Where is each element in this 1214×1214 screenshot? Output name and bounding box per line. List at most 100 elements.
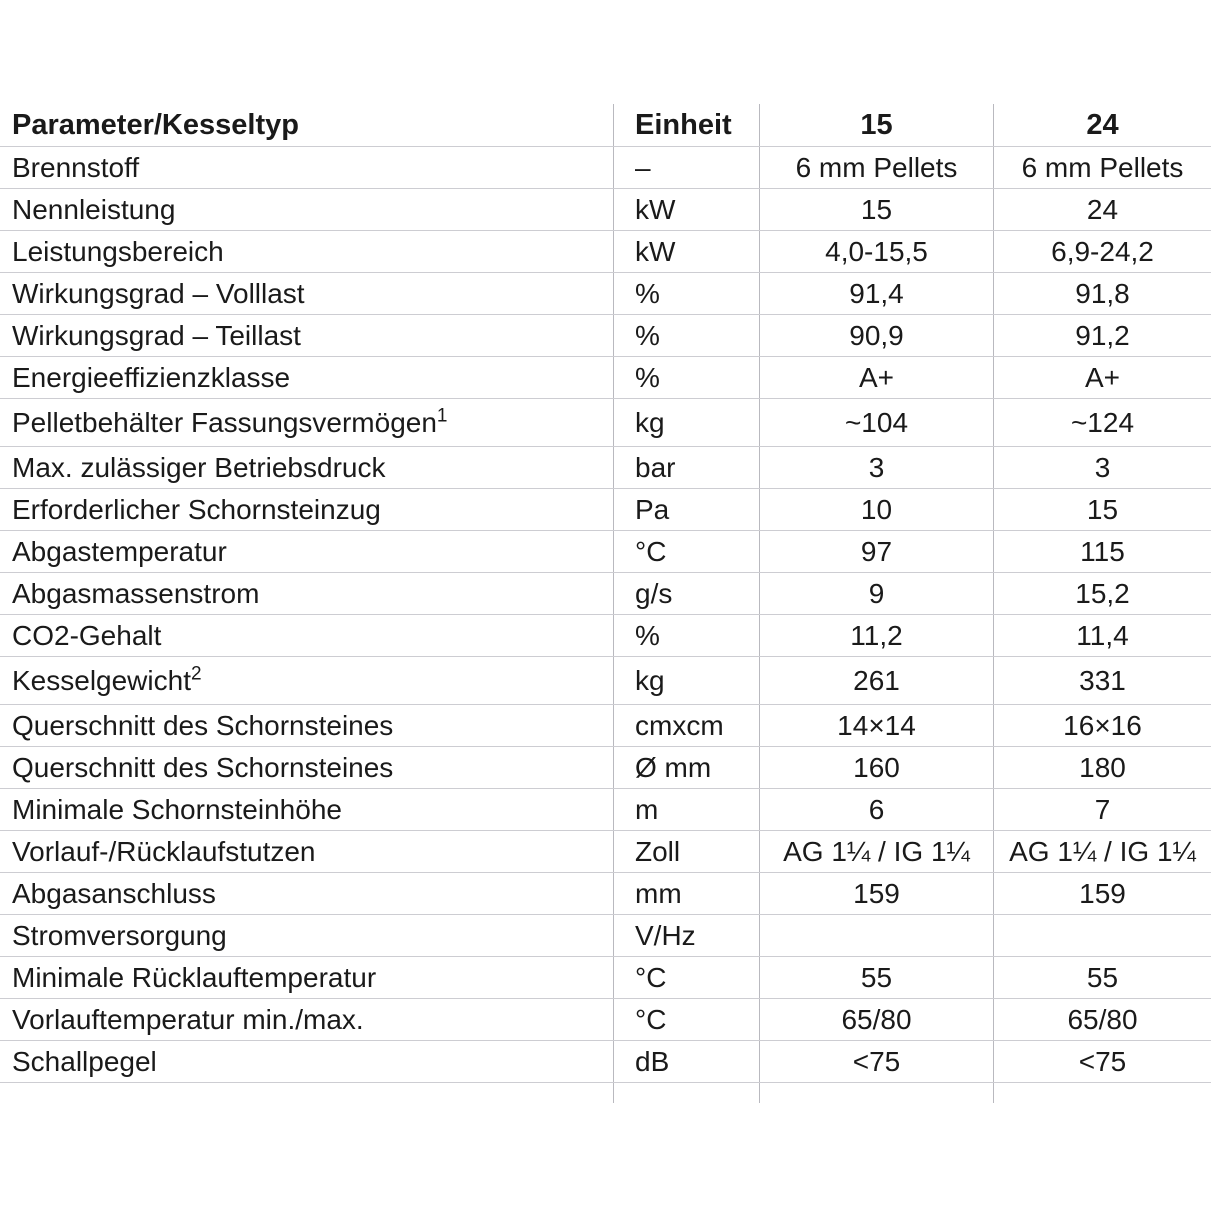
table-row: Vorlauf-/Rücklaufstutzen Zoll AG 1¼ / IG 1…: [0, 831, 1211, 873]
table-row: Leistungsbereich kW 4,0-15,5 6,9-24,2: [0, 231, 1211, 273]
value-24-cell-text: 159: [1079, 877, 1126, 909]
value-24-cell: 115: [993, 531, 1211, 572]
value-15-cell-text: 65/80: [841, 1003, 912, 1035]
value-15-cell-text: ~104: [844, 406, 909, 438]
parameter-cell: Wirkungsgrad – Volllast: [0, 273, 613, 314]
parameter-label: Wirkungsgrad – Volllast: [12, 277, 305, 309]
unit-cell: °C: [613, 531, 759, 572]
value-24-cell: 11,4: [993, 615, 1211, 656]
table-row: Schallpegel dB <75 <75: [0, 1041, 1211, 1083]
footnote-marker: 2: [190, 663, 202, 685]
table-row: Abgasmassenstrom g/s 9 15,2: [0, 573, 1211, 615]
value-15-cell: 10: [759, 489, 993, 530]
value-15-cell-text: 159: [853, 877, 900, 909]
unit-cell: V/Hz: [613, 915, 759, 956]
value-15-cell: A+: [759, 357, 993, 398]
value-24-cell: 6,9-24,2: [993, 231, 1211, 272]
value-15-cell-text: 90,9: [849, 319, 904, 351]
table-row: Minimale Schornsteinhöhe m 6 7: [0, 789, 1211, 831]
unit-cell: dB: [613, 1041, 759, 1082]
unit-cell-text: Pa: [635, 493, 670, 525]
parameter-cell: Vorlauf-/Rücklaufstutzen: [0, 831, 613, 872]
parameter-cell: Schallpegel: [0, 1041, 613, 1082]
unit-cell-text: kW: [635, 193, 676, 225]
unit-cell-text: m: [635, 793, 659, 825]
value-15-cell: 55: [759, 957, 993, 998]
value-24-cell-text: AG 1¼ / IG 1¼: [1009, 835, 1196, 867]
value-24-cell-text: 331: [1079, 664, 1126, 696]
unit-cell-text: kg: [635, 664, 665, 696]
value-15-cell-text: 6: [868, 793, 885, 825]
value-24-cell: 7: [993, 789, 1211, 830]
value-15-cell-text: 261: [853, 664, 900, 696]
parameter-cell: CO2-Gehalt: [0, 615, 613, 656]
table-row: Stromversorgung V/Hz: [0, 915, 1211, 957]
value-24-cell: 331: [993, 657, 1211, 704]
unit-cell-text: V/Hz: [635, 919, 696, 951]
value-15-cell: 159: [759, 873, 993, 914]
parameter-cell: Minimale Rücklauftemperatur: [0, 957, 613, 998]
parameter-cell: Energieeffizienzklasse: [0, 357, 613, 398]
value-15-cell: 160: [759, 747, 993, 788]
value-24-cell: 65/80: [993, 999, 1211, 1040]
stub-parameter-cell: [0, 1083, 613, 1103]
unit-cell-text: g/s: [635, 577, 673, 609]
column-header-unit: Einheit: [613, 104, 759, 146]
value-24-cell-text: 180: [1079, 751, 1126, 783]
parameter-label: Max. zulässiger Betriebsdruck: [12, 451, 386, 483]
value-24-cell: 159: [993, 873, 1211, 914]
value-24-cell: 15,2: [993, 573, 1211, 614]
parameter-cell: Stromversorgung: [0, 915, 613, 956]
unit-cell-text: °C: [635, 961, 667, 993]
value-24-cell-text: 16×16: [1063, 709, 1142, 741]
value-15-cell-text: 9: [868, 577, 885, 609]
parameter-label: Pelletbehälter Fassungsvermögen: [12, 406, 437, 438]
parameter-label: Stromversorgung: [12, 919, 227, 951]
unit-cell-text: Zoll: [635, 835, 681, 867]
value-15-cell-text: 6 mm Pellets: [795, 151, 958, 183]
parameter-label: Querschnitt des Schornsteines: [12, 709, 394, 741]
value-15-cell: <75: [759, 1041, 993, 1082]
value-24-cell: AG 1¼ / IG 1¼: [993, 831, 1211, 872]
unit-cell-text: °C: [635, 535, 667, 567]
value-24-cell-text: 91,8: [1075, 277, 1130, 309]
unit-cell-text: –: [635, 151, 651, 183]
unit-cell-text: kg: [635, 406, 665, 438]
value-24-cell: <75: [993, 1041, 1211, 1082]
parameter-cell: Kesselgewicht2: [0, 657, 613, 704]
unit-cell-text: %: [635, 619, 660, 651]
value-24-cell-text: 115: [1080, 535, 1125, 567]
table-row: Pelletbehälter Fassungsvermögen1 kg ~104 ~1…: [0, 399, 1211, 447]
value-24-cell-text: ~124: [1070, 406, 1135, 438]
value-15-cell-text: 4,0-15,5: [825, 235, 928, 267]
unit-cell: bar: [613, 447, 759, 488]
value-15-cell: ~104: [759, 399, 993, 446]
table-row: Querschnitt des Schornsteines Ø mm 160 180: [0, 747, 1211, 789]
parameter-label: Wirkungsgrad – Teillast: [12, 319, 301, 351]
value-15-cell-text: 15: [860, 193, 893, 225]
value-15-cell: AG 1¼ / IG 1¼: [759, 831, 993, 872]
parameter-cell: Vorlauftemperatur min./max.: [0, 999, 613, 1040]
value-15-cell: 90,9: [759, 315, 993, 356]
value-24-cell-text: 15,2: [1075, 577, 1130, 609]
value-15-cell-text: 14×14: [837, 709, 916, 741]
unit-cell: Zoll: [613, 831, 759, 872]
table-row: Brennstoff – 6 mm Pellets 6 mm Pellets: [0, 147, 1211, 189]
unit-cell-text: bar: [635, 451, 676, 483]
table-row: Energieeffizienzklasse% A+ A+: [0, 357, 1211, 399]
parameter-cell: Querschnitt des Schornsteines: [0, 705, 613, 746]
value-15-cell: 9: [759, 573, 993, 614]
parameter-label: Vorlauf-/Rücklaufstutzen: [12, 835, 316, 867]
table-row: Minimale Rücklauftemperatur °C 55 55: [0, 957, 1211, 999]
unit-cell-text: %: [635, 361, 660, 393]
value-24-cell: 6 mm Pellets: [993, 147, 1211, 188]
value-15-cell: 15: [759, 189, 993, 230]
value-24-cell: 16×16: [993, 705, 1211, 746]
value-24-cell: 3: [993, 447, 1211, 488]
unit-cell: kg: [613, 399, 759, 446]
stub-value-24-cell: [993, 1083, 1211, 1103]
column-header-parameter: Parameter/Kesseltyp: [12, 108, 299, 141]
unit-cell: °C: [613, 957, 759, 998]
parameter-label: Abgastemperatur: [12, 535, 227, 567]
value-15-cell: 11,2: [759, 615, 993, 656]
